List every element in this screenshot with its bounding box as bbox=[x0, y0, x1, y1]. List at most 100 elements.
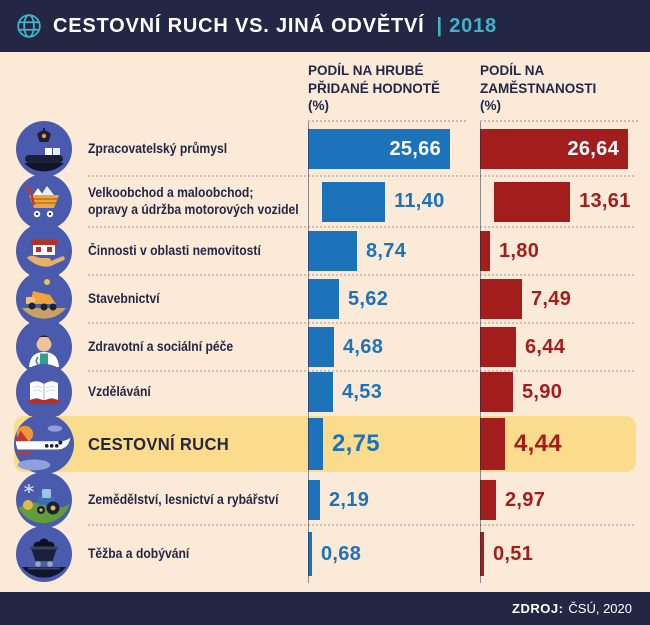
employment-bar-cell: 5,90 bbox=[480, 371, 650, 413]
gva-bar-cell: 11,40 bbox=[322, 176, 494, 227]
gva-value: 11,40 bbox=[394, 190, 445, 212]
industry-icon-cell bbox=[0, 472, 88, 528]
column-header-employment: PODÍL NA ZAMĚSTNANOSTI (%) bbox=[480, 62, 638, 122]
gva-value: 2,75 bbox=[332, 430, 380, 457]
employment-axis-baseline bbox=[480, 122, 481, 583]
industry-row: Zpracovatelský průmysl 25,66 26,64 bbox=[0, 121, 650, 177]
employment-bar-cell: 13,61 bbox=[494, 176, 650, 227]
gva-bar-cell: 25,66 bbox=[308, 122, 480, 176]
employment-bar bbox=[480, 231, 490, 271]
construction-truck-icon bbox=[16, 271, 72, 327]
industry-label: CESTOVNÍ RUCH bbox=[88, 433, 230, 454]
industry-label: Zdravotní a sociální péče bbox=[88, 338, 234, 354]
shopping-cart-icon bbox=[16, 173, 72, 230]
gva-bar bbox=[308, 418, 323, 470]
employment-value: 6,44 bbox=[525, 335, 566, 358]
employment-bar-cell: 7,49 bbox=[480, 275, 650, 323]
employment-value: 0,51 bbox=[493, 542, 534, 565]
tourism-plane-icon bbox=[14, 414, 74, 474]
gva-bar-cell: 4,53 bbox=[308, 371, 480, 413]
industry-icon-cell bbox=[0, 121, 88, 177]
gva-value: 4,68 bbox=[343, 335, 384, 358]
industry-icon-cell bbox=[0, 223, 88, 279]
employment-bar-cell: 2,97 bbox=[480, 475, 650, 525]
industry-label: Zpracovatelský průmysl bbox=[88, 140, 228, 156]
real-estate-icon bbox=[16, 223, 72, 279]
industry-icon-cell bbox=[0, 364, 88, 420]
gva-value: 25,66 bbox=[389, 137, 441, 160]
gva-bar-cell: 2,75 bbox=[308, 413, 480, 475]
gva-bar bbox=[308, 279, 339, 319]
industry-row: Zemědělství, lesnictví a rybářství 2,19 … bbox=[0, 472, 650, 528]
employment-bar bbox=[480, 279, 522, 319]
employment-bar bbox=[480, 480, 496, 520]
industry-label: Zemědělství, lesnictví a rybářství bbox=[88, 491, 279, 507]
gva-bar-cell: 0,68 bbox=[308, 525, 480, 583]
year-badge: | 2018 bbox=[436, 14, 497, 37]
employment-value: 13,61 bbox=[579, 190, 631, 212]
gva-value: 5,62 bbox=[348, 287, 389, 310]
employment-bar bbox=[480, 532, 484, 576]
employment-value: 26,64 bbox=[567, 137, 619, 160]
employment-bar-cell: 0,51 bbox=[480, 525, 650, 583]
employment-value: 4,44 bbox=[514, 430, 562, 457]
gva-value: 4,53 bbox=[342, 380, 383, 403]
employment-bar-cell: 6,44 bbox=[480, 323, 650, 371]
gva-value: 0,68 bbox=[321, 542, 362, 565]
industry-row: Zdravotní a sociální péče 4,68 6,44 bbox=[0, 319, 650, 375]
gva-bar bbox=[322, 181, 386, 222]
gva-bar bbox=[308, 372, 333, 412]
employment-value: 2,97 bbox=[505, 488, 546, 511]
industry-label: Vzdělávání bbox=[88, 383, 151, 399]
employment-bar bbox=[480, 418, 505, 470]
source-label: ZDROJ: bbox=[512, 601, 564, 616]
employment-value: 7,49 bbox=[531, 287, 572, 310]
mining-cart-icon bbox=[16, 526, 72, 582]
employment-bar: 26,64 bbox=[480, 129, 628, 169]
healthcare-icon bbox=[16, 319, 72, 375]
globe-icon bbox=[16, 13, 42, 39]
industry-icon-cell bbox=[0, 319, 88, 375]
gva-bar bbox=[308, 327, 334, 367]
page-title: CESTOVNÍ RUCH VS. JINÁ ODVĚTVÍ bbox=[53, 14, 425, 37]
manufacturing-icon bbox=[16, 121, 72, 177]
footer-bar: ZDROJ: ČSÚ, 2020 bbox=[0, 592, 650, 625]
gva-bar bbox=[308, 532, 312, 576]
industry-icon-cell bbox=[0, 271, 88, 327]
gva-value: 2,19 bbox=[329, 488, 370, 511]
employment-value: 5,90 bbox=[522, 380, 563, 403]
column-header-gva: PODÍL NA HRUBÉ PŘIDANÉ HODNOTĚ (%) bbox=[308, 62, 466, 122]
industry-icon-cell bbox=[0, 414, 88, 474]
agriculture-tractor-icon bbox=[16, 472, 72, 528]
industry-label: Činnosti v oblasti nemovitostí bbox=[88, 242, 261, 258]
gva-bar bbox=[308, 480, 320, 520]
industry-row: Stavebnictví 5,62 7,49 bbox=[0, 271, 650, 327]
employment-bar bbox=[480, 372, 513, 412]
chart-rows: Zpracovatelský průmysl 25,66 26,64 Velko… bbox=[0, 121, 650, 583]
employment-bar bbox=[480, 327, 516, 367]
gva-bar-cell: 4,68 bbox=[308, 323, 480, 371]
industry-row: Vzdělávání 4,53 5,90 bbox=[0, 364, 650, 420]
industry-icon-cell bbox=[0, 173, 88, 230]
gva-axis-baseline bbox=[308, 122, 309, 583]
industry-row: Těžba a dobývání 0,68 0,51 bbox=[0, 525, 650, 583]
gva-bar: 25,66 bbox=[308, 129, 450, 169]
gva-bar bbox=[308, 231, 357, 271]
industry-icon-cell bbox=[0, 526, 88, 582]
gva-bar-cell: 8,74 bbox=[308, 227, 480, 275]
industry-row: Činnosti v oblasti nemovitostí 8,74 1,80 bbox=[0, 223, 650, 279]
industry-row: CESTOVNÍ RUCH 2,75 4,44 bbox=[0, 413, 650, 475]
education-book-icon bbox=[16, 364, 72, 420]
industry-label: Stavebnictví bbox=[88, 290, 160, 306]
employment-value: 1,80 bbox=[499, 239, 540, 262]
employment-bar bbox=[494, 181, 571, 222]
industry-label: Těžba a dobývání bbox=[88, 545, 190, 561]
employment-bar-cell: 4,44 bbox=[480, 413, 650, 475]
employment-bar-cell: 1,80 bbox=[480, 227, 650, 275]
gva-value: 8,74 bbox=[366, 239, 407, 262]
industry-row: Velkoobchod a maloobchod; opravy a údržb… bbox=[0, 173, 650, 230]
gva-bar-cell: 5,62 bbox=[308, 275, 480, 323]
employment-bar-cell: 26,64 bbox=[480, 122, 650, 176]
source-value: ČSÚ, 2020 bbox=[568, 601, 632, 616]
gva-bar-cell: 2,19 bbox=[308, 475, 480, 525]
